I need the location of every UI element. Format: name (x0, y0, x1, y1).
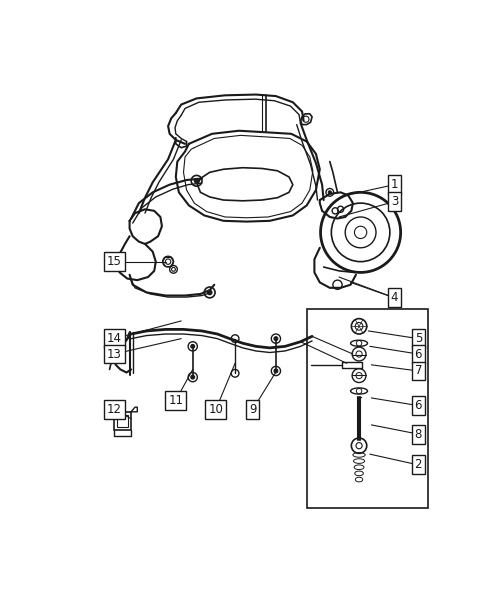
Text: 5: 5 (414, 332, 421, 345)
Circle shape (194, 178, 198, 183)
Circle shape (190, 375, 194, 379)
Text: 1: 1 (390, 178, 397, 191)
Bar (114, 412, 131, 431)
Text: 8: 8 (414, 428, 421, 441)
Text: 7: 7 (414, 365, 421, 378)
Circle shape (328, 191, 331, 194)
Text: 10: 10 (208, 403, 223, 416)
Text: 4: 4 (390, 292, 397, 305)
Text: 3: 3 (390, 195, 397, 208)
Text: 11: 11 (168, 393, 183, 407)
Circle shape (190, 345, 194, 348)
Text: 6: 6 (414, 348, 421, 360)
Text: 6: 6 (414, 399, 421, 412)
Circle shape (273, 337, 277, 340)
Text: 13: 13 (106, 348, 121, 360)
Circle shape (273, 369, 277, 373)
Bar (306, 309, 427, 508)
Bar (117, 415, 128, 427)
Text: 2: 2 (414, 458, 421, 471)
Text: 14: 14 (106, 332, 121, 345)
Circle shape (207, 290, 212, 294)
Text: 15: 15 (106, 255, 121, 268)
Text: 9: 9 (249, 403, 256, 416)
Text: 12: 12 (106, 403, 121, 416)
